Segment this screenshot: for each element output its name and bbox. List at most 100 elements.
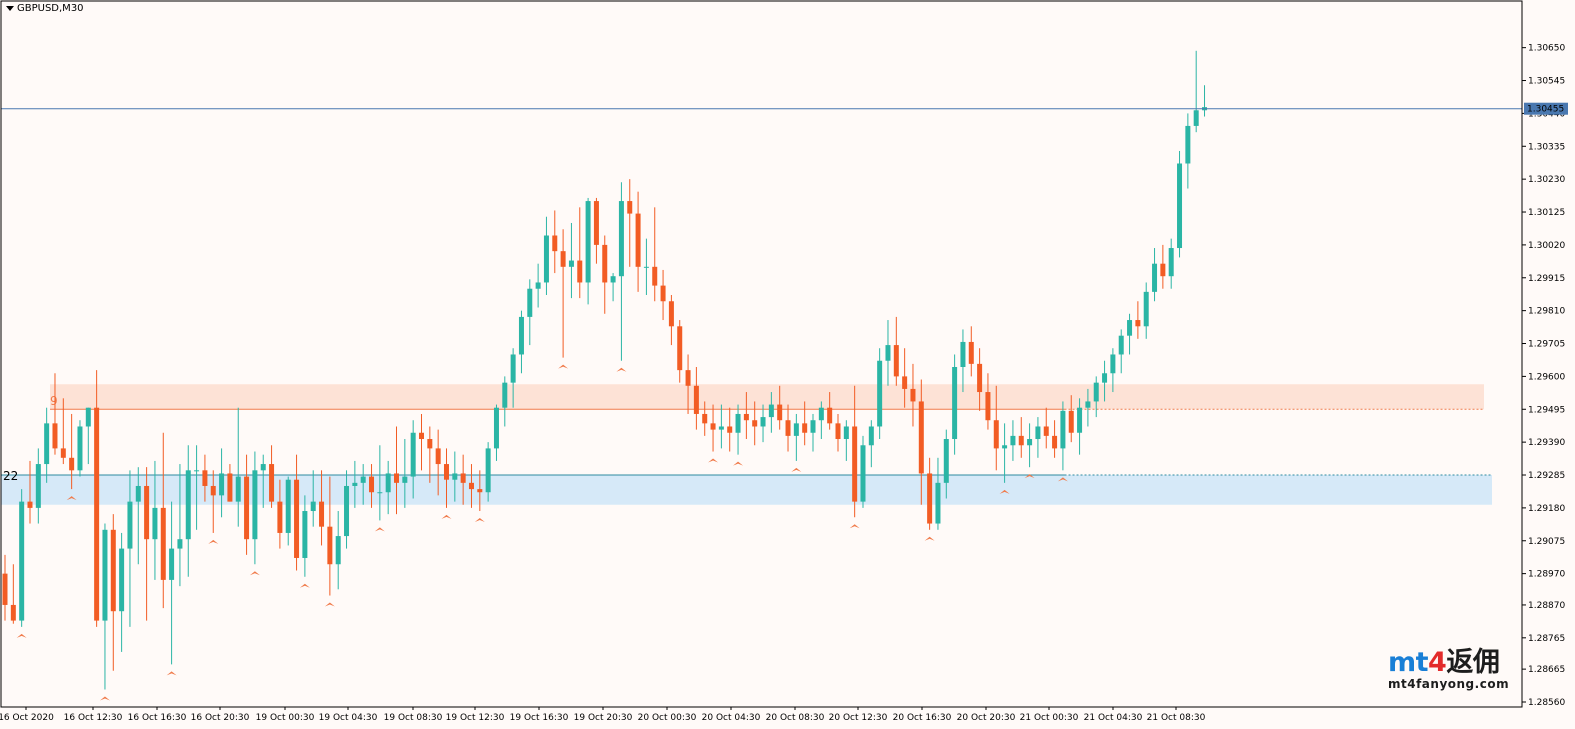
candle-body — [1068, 410, 1074, 433]
candle — [369, 464, 375, 508]
fractal-down-icon — [708, 458, 719, 463]
candle-body — [860, 445, 866, 502]
fractal-down-icon — [441, 514, 452, 519]
candle-body — [502, 382, 508, 408]
time-tick-label: 20 Oct 00:30 — [638, 713, 697, 723]
candle — [110, 514, 116, 671]
candle-body — [1127, 320, 1133, 336]
candle-body — [877, 360, 883, 427]
candle — [1060, 401, 1066, 471]
candle — [102, 523, 108, 690]
candle-body — [402, 476, 408, 483]
candle-body — [943, 439, 949, 483]
candle-body — [60, 448, 66, 458]
candle-body — [294, 479, 300, 558]
candle — [160, 432, 166, 609]
candle — [818, 401, 824, 440]
candle — [1010, 420, 1016, 461]
candle — [1102, 360, 1108, 402]
candle-body — [385, 473, 391, 493]
candle — [652, 207, 658, 302]
candle — [602, 235, 608, 314]
candle — [635, 191, 641, 292]
candle-body — [618, 201, 624, 277]
candle-body — [27, 501, 33, 508]
candle — [552, 210, 558, 274]
candle — [577, 207, 583, 299]
candle — [277, 479, 283, 549]
candle — [702, 401, 708, 436]
candle — [610, 273, 616, 302]
candle-body — [1193, 110, 1199, 126]
candle — [1052, 420, 1058, 458]
candle — [135, 467, 141, 565]
candle — [518, 310, 524, 374]
candle-body — [19, 501, 25, 621]
candle — [427, 426, 433, 483]
candle-body — [552, 235, 558, 252]
candle — [1160, 244, 1166, 289]
candle — [793, 413, 799, 461]
candle — [802, 401, 808, 446]
candle-body — [269, 464, 275, 502]
candle-body — [69, 457, 75, 471]
candle-body — [518, 316, 524, 355]
candle-body — [1168, 248, 1174, 277]
candle — [144, 467, 150, 621]
candle-body — [510, 354, 516, 383]
candle-body — [1035, 426, 1041, 440]
candle-body — [685, 370, 691, 386]
zone-resistance — [50, 384, 1484, 410]
time-tick-label: 20 Oct 08:30 — [766, 713, 825, 723]
candle — [993, 385, 999, 471]
price-tick-label: 1.30545 — [1528, 77, 1565, 87]
candle-body — [1052, 435, 1058, 449]
candle — [269, 445, 275, 508]
candle — [35, 448, 41, 524]
candle-body — [910, 388, 916, 402]
fractal-down-icon — [99, 696, 110, 701]
time-tick-label: 16 Oct 16:30 — [128, 713, 187, 723]
dropdown-triangle-icon[interactable] — [6, 6, 14, 11]
candle — [327, 476, 333, 596]
candle-body — [235, 476, 241, 502]
candle — [1202, 85, 1208, 117]
candle — [60, 398, 66, 465]
candle-body — [693, 385, 699, 414]
candle-body — [718, 426, 724, 430]
candle-body — [1118, 335, 1124, 355]
candle-body — [410, 432, 416, 477]
candle — [27, 460, 33, 524]
candle — [202, 454, 208, 502]
candle — [44, 407, 50, 483]
current-price-label: 1.30455 — [1527, 105, 1564, 115]
candle — [435, 429, 441, 496]
candle-body — [735, 413, 741, 433]
candle — [1093, 376, 1099, 418]
time-tick-label: 16 Oct 12:30 — [64, 713, 123, 723]
candle — [85, 407, 91, 465]
candle — [827, 392, 833, 430]
candle — [2, 554, 8, 621]
candle — [285, 476, 291, 546]
candle — [677, 320, 683, 383]
candle-body — [902, 376, 908, 389]
time-tick-label: 20 Oct 20:30 — [957, 713, 1016, 723]
candle — [960, 329, 966, 393]
candle-body — [1152, 263, 1158, 292]
candle-body — [1010, 435, 1016, 446]
candle — [460, 454, 466, 505]
candle — [760, 404, 766, 443]
candle-body — [77, 426, 83, 471]
time-tick-label: 20 Oct 12:30 — [829, 713, 888, 723]
candle — [194, 445, 200, 530]
candle — [1135, 301, 1141, 339]
chart-title[interactable]: GBPUSD,M30 — [6, 3, 84, 14]
price-tick-label: 1.30125 — [1528, 208, 1565, 218]
candle-body — [1027, 439, 1033, 446]
candle-body — [993, 420, 999, 449]
candle-body — [702, 413, 708, 424]
candle-body — [918, 401, 924, 474]
